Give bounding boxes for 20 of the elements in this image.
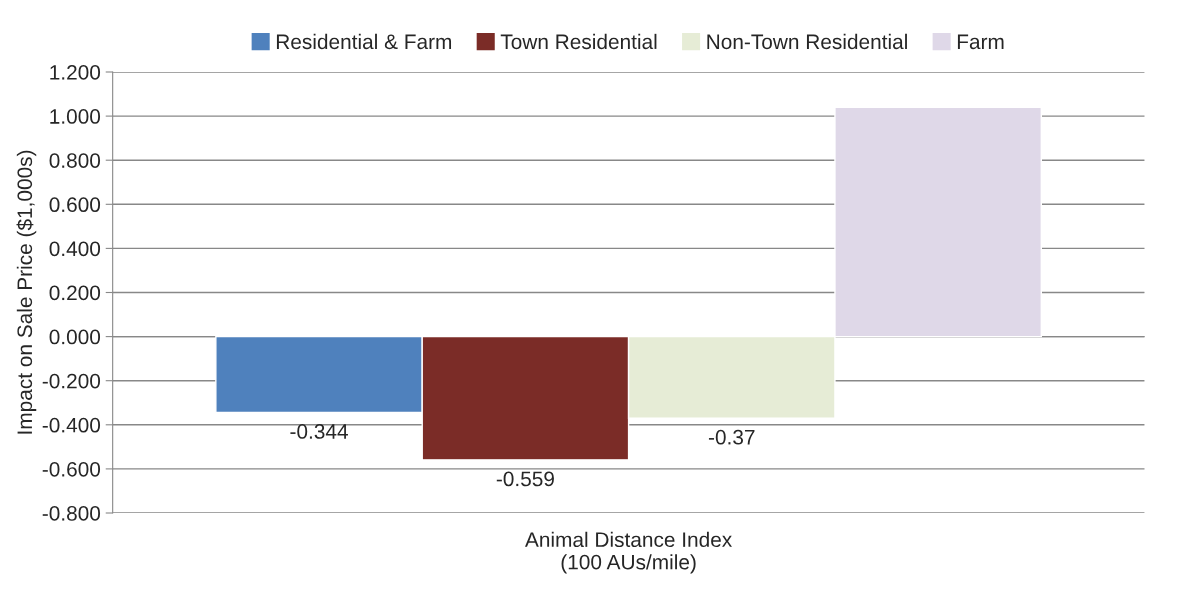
y-tick-label: 0.800 — [49, 153, 101, 168]
y-tick-label: -0.400 — [42, 417, 101, 433]
y-tick-label: 1.200 — [50, 65, 101, 80]
data-label: -0.344 — [290, 424, 348, 439]
y-tick-label: -0.800 — [42, 506, 101, 521]
legend-label: Farm — [957, 34, 1004, 50]
data-label: -0.37 — [708, 429, 755, 445]
y-tick-label: 1.000 — [50, 109, 101, 124]
y-tick-label: 0.200 — [49, 285, 101, 301]
y-tick-label: -0.200 — [42, 373, 101, 389]
legend-label: Residential & Farm — [276, 33, 452, 50]
legend-label: Town Residential — [500, 33, 657, 50]
y-tick-label: -0.600 — [42, 461, 101, 477]
y-tick-label: 0.000 — [49, 329, 101, 345]
y-tick-label: 0.600 — [49, 197, 101, 213]
x-axis-title: Animal Distance Index (100 AUs/mile) — [524, 531, 732, 574]
y-tick-label: 0.400 — [49, 241, 101, 257]
legend-label: Non-Town Residential — [707, 33, 907, 50]
y-axis-title: Impact on Sale Price ($1,000s) — [16, 150, 37, 434]
data-label: -0.559 — [496, 471, 554, 487]
